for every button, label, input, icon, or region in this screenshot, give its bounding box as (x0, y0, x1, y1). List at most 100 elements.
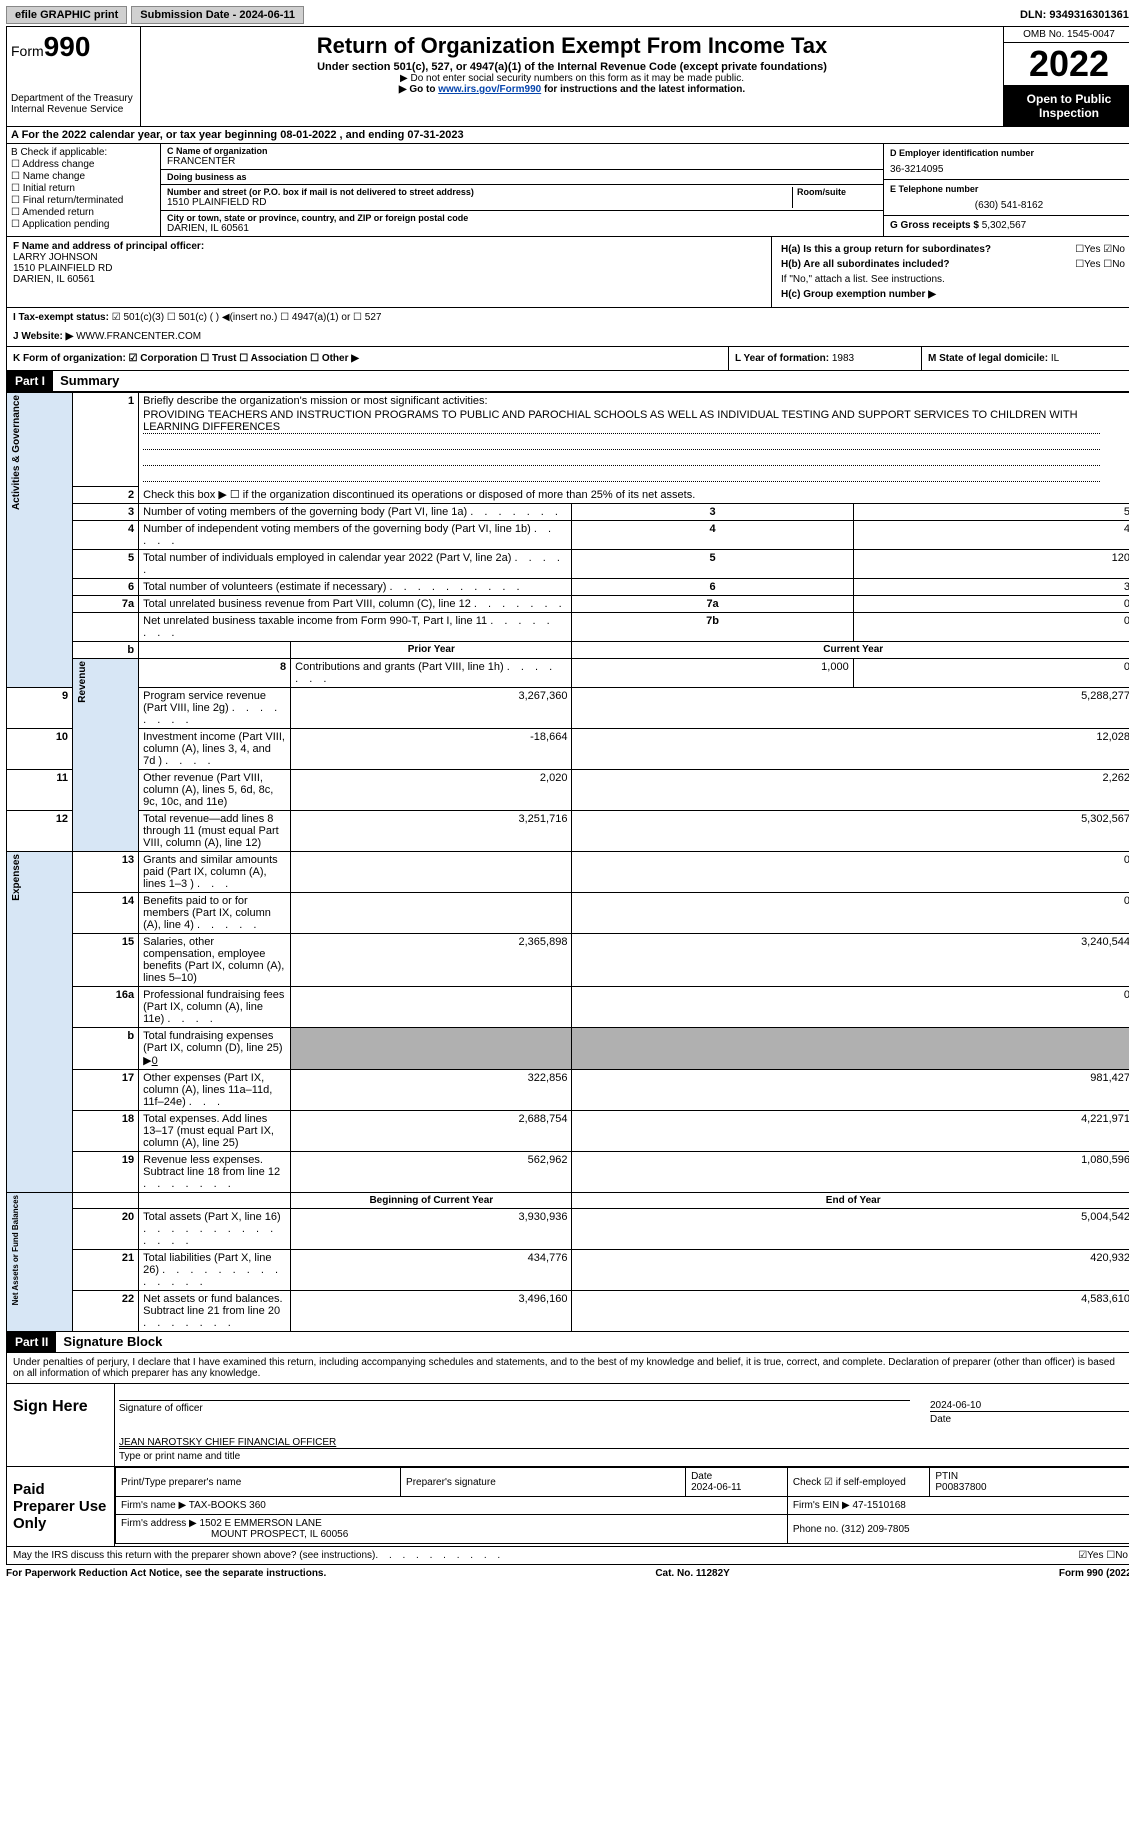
row-a-taxyear: A For the 2022 calendar year, or tax yea… (6, 127, 1129, 144)
form-number-footer: Form 990 (2022) (1059, 1568, 1129, 1579)
line-7b-value: 0 (853, 613, 1129, 642)
prep-sig-cell: Preparer's signature (401, 1468, 686, 1497)
street-address: 1510 PLAINFIELD RD (167, 197, 788, 208)
row-k-l-m: K Form of organization: ☑ Corporation ☐ … (6, 347, 1129, 371)
cb-final-return[interactable]: ☐ Final return/terminated (11, 195, 156, 206)
hc-group-exemption: H(c) Group exemption number ▶ (781, 289, 936, 300)
discuss-row: May the IRS discuss this return with the… (7, 1546, 1129, 1564)
header-left: Form990 Department of the Treasury Inter… (7, 27, 141, 126)
website-value: WWW.FRANCENTER.COM (76, 331, 201, 342)
block-b-c-d: B Check if applicable: ☐ Address change … (6, 144, 1129, 237)
signature-date: 2024-06-10 (930, 1400, 1129, 1412)
line-5-value: 120 (853, 550, 1129, 579)
tax-exempt-checkboxes[interactable]: ☑ 501(c)(3) ☐ 501(c) ( ) ◀(insert no.) ☐… (112, 312, 382, 323)
group-return-block: H(a) Is this a group return for subordin… (772, 237, 1129, 307)
principal-officer: F Name and address of principal officer:… (7, 237, 772, 307)
col-d-ein-tel: D Employer identification number 36-3214… (884, 144, 1129, 236)
officer-name: LARRY JOHNSON (13, 252, 98, 263)
preparer-table: Print/Type preparer's name Preparer's si… (115, 1467, 1129, 1544)
summary-table: Activities & Governance 1 Briefly descri… (6, 392, 1129, 1332)
mission-text: PROVIDING TEACHERS AND INSTRUCTION PROGR… (143, 409, 1100, 434)
omb-number: OMB No. 1545-0047 (1004, 27, 1129, 43)
prep-date-value: 2024-06-11 (691, 1482, 741, 1493)
cb-name-change[interactable]: ☐ Name change (11, 171, 156, 182)
ein-cell: D Employer identification number 36-3214… (884, 144, 1129, 180)
discuss-checkboxes[interactable]: ☑Yes ☐No (1078, 1550, 1128, 1561)
ptin-value: P00837800 (935, 1482, 986, 1493)
telephone-cell: E Telephone number (630) 541-8162 (884, 180, 1129, 216)
state-domicile: M State of legal domicile: IL (922, 347, 1129, 370)
room-suite-label: Room/suite (797, 187, 877, 197)
part-1-header: Part I Summary (6, 371, 1129, 392)
hb-checkboxes[interactable]: ☐Yes ☐No (1058, 258, 1126, 271)
signature-block: Under penalties of perjury, I declare th… (6, 1353, 1129, 1565)
form-header: Form990 Department of the Treasury Inter… (6, 26, 1129, 127)
submission-date-button[interactable]: Submission Date - 2024-06-11 (131, 6, 304, 24)
cb-amended-return[interactable]: ☐ Amended return (11, 207, 156, 218)
block-f-h: F Name and address of principal officer:… (6, 237, 1129, 308)
address-cell: Number and street (or P.O. box if mail i… (161, 185, 883, 211)
cb-initial-return[interactable]: ☐ Initial return (11, 183, 156, 194)
tax-year: 2022 (1004, 43, 1129, 86)
gross-receipts-cell: G Gross receipts $ 5,302,567 (884, 216, 1129, 235)
line-4-value: 4 (853, 521, 1129, 550)
dba-cell: Doing business as (161, 170, 883, 185)
ssn-note: ▶ Do not enter social security numbers o… (145, 73, 999, 84)
line-7a-value: 0 (853, 596, 1129, 613)
firm-name: TAX-BOOKS 360 (189, 1500, 266, 1511)
page-footer: For Paperwork Reduction Act Notice, see … (6, 1565, 1129, 1582)
col-b-checkboxes: B Check if applicable: ☐ Address change … (7, 144, 161, 236)
gross-receipts-value: 5,302,567 (982, 220, 1027, 231)
line-6-value: 3 (853, 579, 1129, 596)
col-end-of-year: End of Year (572, 1193, 1129, 1209)
form-990-label: Form990 (11, 31, 136, 63)
year-formation: L Year of formation: 1983 (729, 347, 922, 370)
row-i-tax-exempt: I Tax-exempt status: ☑ 501(c)(3) ☐ 501(c… (6, 308, 1129, 327)
form-of-org: K Form of organization: ☑ Corporation ☐ … (7, 347, 729, 370)
cb-application-pending[interactable]: ☐ Application pending (11, 219, 156, 230)
part-2-header: Part II Signature Block (6, 1332, 1129, 1353)
row-j-website: J Website: ▶ WWW.FRANCENTER.COM (6, 327, 1129, 347)
top-bar: efile GRAPHIC print Submission Date - 20… (6, 6, 1129, 24)
form-subtitle: Under section 501(c), 527, or 4947(a)(1)… (145, 61, 999, 73)
org-name: FRANCENTER (167, 156, 877, 167)
telephone-value: (630) 541-8162 (890, 200, 1128, 211)
header-right: OMB No. 1545-0047 2022 Open to Public In… (1003, 27, 1129, 126)
dln-label: DLN: 93493163013614 (1020, 9, 1129, 21)
prep-name-cell: Print/Type preparer's name (116, 1468, 401, 1497)
city-state-zip: DARIEN, IL 60561 (167, 223, 877, 234)
col-c-org-info: C Name of organization FRANCENTER Doing … (161, 144, 884, 236)
officer-printed-name: JEAN NAROTSKY CHIEF FINANCIAL OFFICER (119, 1437, 1129, 1449)
col-current-year: Current Year (572, 642, 1129, 659)
sign-here-label: Sign Here (7, 1384, 115, 1466)
vlabel-governance: Activities & Governance (11, 395, 33, 510)
self-employed-check[interactable]: Check ☑ if self-employed (787, 1468, 930, 1497)
city-cell: City or town, state or province, country… (161, 211, 883, 236)
firm-phone: (312) 209-7805 (841, 1524, 909, 1535)
pra-notice: For Paperwork Reduction Act Notice, see … (6, 1568, 326, 1579)
line-2-checkbox[interactable]: Check this box ▶ ☐ if the organization d… (139, 486, 1129, 504)
goto-note: ▶ Go to www.irs.gov/Form990 for instruct… (145, 84, 999, 95)
org-name-cell: C Name of organization FRANCENTER (161, 144, 883, 170)
vlabel-expenses: Expenses (11, 854, 33, 901)
firm-addr1: 1502 E EMMERSON LANE (200, 1518, 322, 1529)
ha-checkboxes[interactable]: ☐Yes ☑No (1058, 243, 1126, 256)
vlabel-revenue: Revenue (77, 661, 99, 703)
paid-preparer-label: Paid Preparer Use Only (7, 1467, 115, 1546)
cb-address-change[interactable]: ☐ Address change (11, 159, 156, 170)
header-middle: Return of Organization Exempt From Incom… (141, 27, 1003, 126)
firm-ein: 47-1510168 (852, 1500, 905, 1511)
col-beginning: Beginning of Current Year (291, 1193, 572, 1209)
form-title: Return of Organization Exempt From Incom… (145, 33, 999, 59)
perjury-declaration: Under penalties of perjury, I declare th… (7, 1353, 1129, 1384)
dept-treasury: Department of the Treasury (11, 93, 136, 104)
irs-label: Internal Revenue Service (11, 104, 136, 115)
vlabel-net-assets: Net Assets or Fund Balances (11, 1195, 33, 1305)
open-to-public: Open to Public Inspection (1004, 86, 1129, 126)
firm-addr2: MOUNT PROSPECT, IL 60056 (211, 1529, 348, 1540)
line-3-value: 5 (853, 504, 1129, 521)
col-prior-year: Prior Year (291, 642, 572, 659)
efile-print-button[interactable]: efile GRAPHIC print (6, 6, 127, 24)
irs-form990-link[interactable]: www.irs.gov/Form990 (438, 84, 541, 95)
officer-signature-area: Signature of officer 2024-06-10 Date JEA… (115, 1384, 1129, 1466)
